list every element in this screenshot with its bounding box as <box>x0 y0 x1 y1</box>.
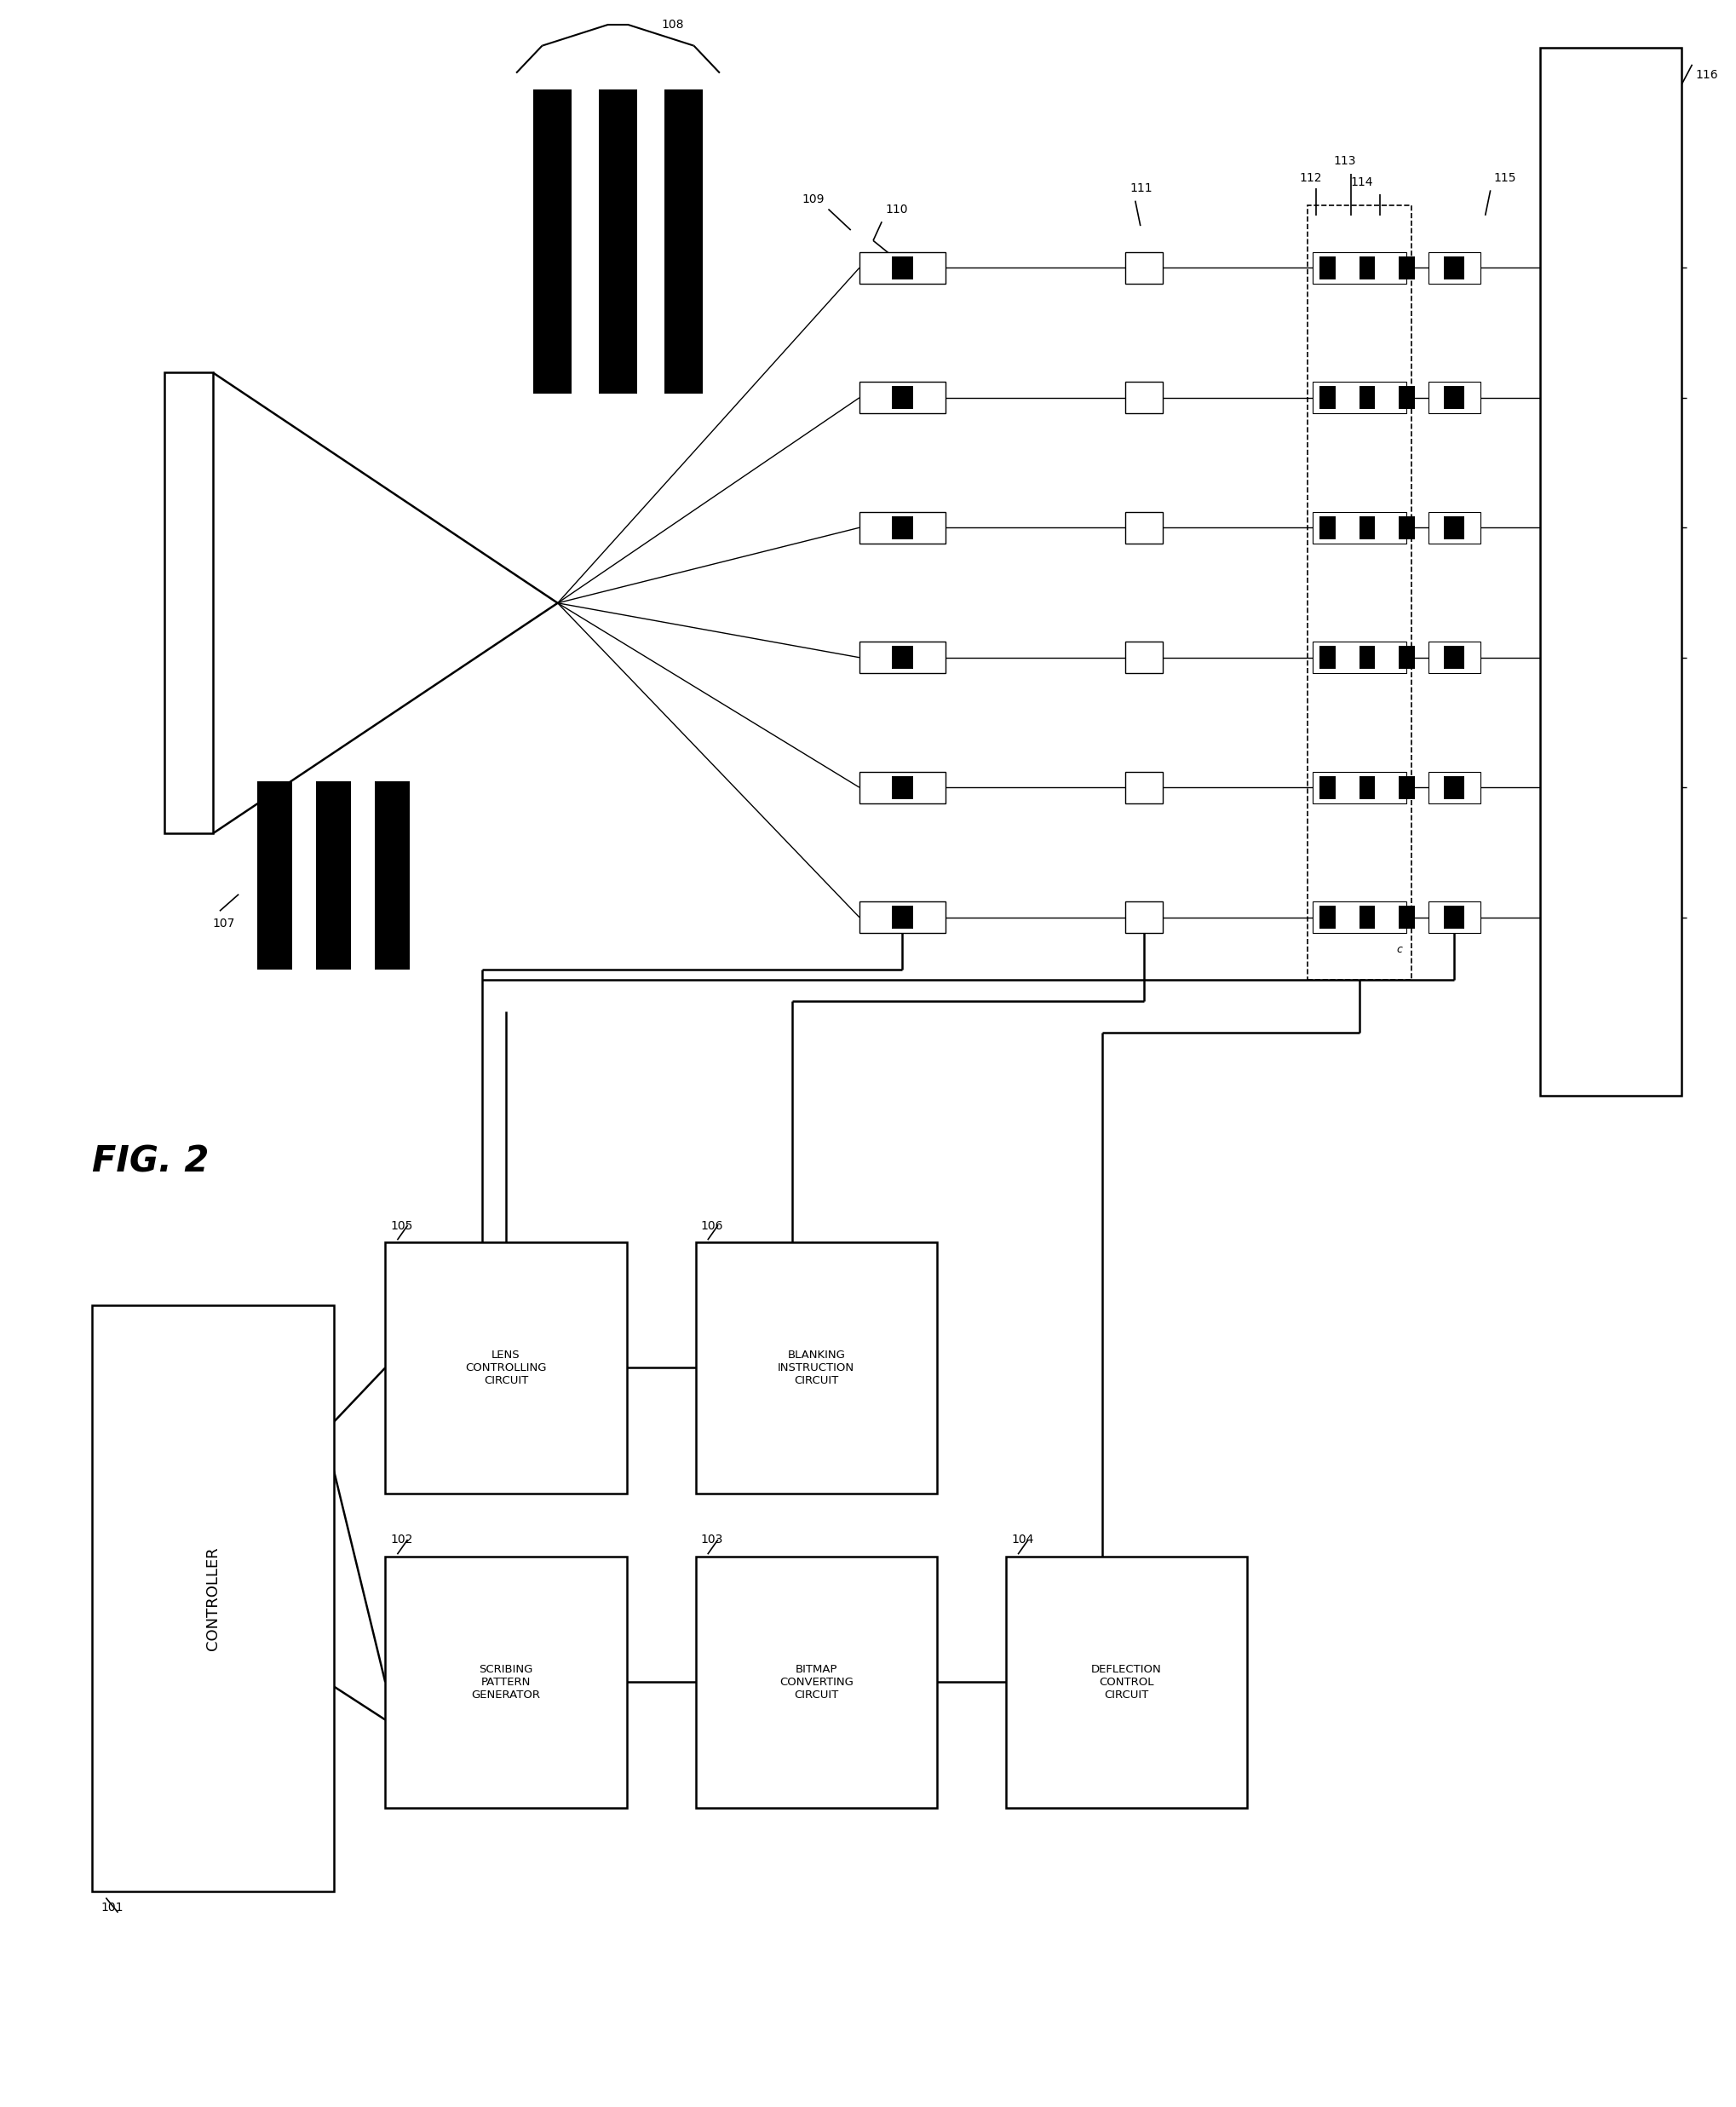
Bar <box>1359 775 1375 799</box>
Bar <box>1399 257 1415 280</box>
Bar <box>1319 386 1335 409</box>
Text: DEFLECTION
CONTROL
CIRCUIT: DEFLECTION CONTROL CIRCUIT <box>1092 1665 1161 1700</box>
Bar <box>385 1241 627 1494</box>
Bar <box>1429 253 1481 284</box>
Bar <box>859 771 946 803</box>
Bar <box>1125 381 1163 413</box>
Bar <box>859 902 946 933</box>
Text: BITMAP
CONVERTING
CIRCUIT: BITMAP CONVERTING CIRCUIT <box>779 1665 854 1700</box>
Text: SCRIBING
PATTERN
GENERATOR: SCRIBING PATTERN GENERATOR <box>472 1665 540 1700</box>
Text: 114: 114 <box>1351 177 1373 188</box>
Bar <box>859 512 946 544</box>
Bar <box>892 906 913 929</box>
Bar <box>892 386 913 409</box>
Bar <box>1399 516 1415 539</box>
Bar <box>1444 516 1465 539</box>
Bar <box>1125 253 1163 284</box>
Bar <box>1359 516 1375 539</box>
Text: 102: 102 <box>391 1534 413 1547</box>
Bar <box>1125 643 1163 674</box>
Text: 116: 116 <box>1696 70 1719 80</box>
Text: LENS
CONTROLLING
CIRCUIT: LENS CONTROLLING CIRCUIT <box>465 1348 547 1386</box>
Bar <box>1444 775 1465 799</box>
Bar <box>257 782 292 969</box>
Bar <box>1307 204 1411 980</box>
Bar <box>165 373 214 834</box>
Bar <box>1359 257 1375 280</box>
Bar <box>1429 902 1481 933</box>
Bar <box>696 1557 937 1808</box>
Bar <box>1429 512 1481 544</box>
Bar <box>1444 647 1465 670</box>
Bar <box>385 1557 627 1808</box>
Bar <box>1429 643 1481 674</box>
Bar <box>1359 386 1375 409</box>
Bar <box>92 1304 333 1892</box>
Text: 103: 103 <box>701 1534 724 1547</box>
Bar <box>859 253 946 284</box>
Bar <box>1312 381 1406 413</box>
Bar <box>892 257 913 280</box>
Bar <box>1319 257 1335 280</box>
Bar <box>1429 771 1481 803</box>
Bar <box>1319 906 1335 929</box>
Bar <box>1125 512 1163 544</box>
Bar <box>1399 647 1415 670</box>
Bar <box>1312 771 1406 803</box>
Bar <box>316 782 351 969</box>
Bar <box>892 516 913 539</box>
Text: 108: 108 <box>661 19 684 32</box>
Bar <box>1399 386 1415 409</box>
Bar <box>599 91 637 394</box>
Text: 109: 109 <box>802 194 825 204</box>
Bar <box>533 91 571 394</box>
Text: 113: 113 <box>1333 156 1356 166</box>
Text: 104: 104 <box>1010 1534 1033 1547</box>
Bar <box>1319 516 1335 539</box>
Bar <box>1125 902 1163 933</box>
Bar <box>1444 386 1465 409</box>
Bar <box>1319 775 1335 799</box>
Bar <box>1359 906 1375 929</box>
Bar <box>859 381 946 413</box>
Bar <box>1429 381 1481 413</box>
Text: 110: 110 <box>885 204 908 215</box>
Bar <box>1540 48 1682 1096</box>
Bar <box>1319 647 1335 670</box>
Text: 111: 111 <box>1130 183 1153 194</box>
Bar <box>1312 902 1406 933</box>
Bar <box>1312 512 1406 544</box>
Bar <box>1312 253 1406 284</box>
Text: 101: 101 <box>101 1903 123 1913</box>
Text: 115: 115 <box>1495 173 1517 183</box>
Bar <box>665 91 703 394</box>
Bar <box>375 782 410 969</box>
Text: 106: 106 <box>701 1220 724 1233</box>
Bar <box>1444 906 1465 929</box>
Bar <box>892 775 913 799</box>
Text: 105: 105 <box>391 1220 413 1233</box>
Text: FIG. 2: FIG. 2 <box>92 1144 208 1180</box>
Bar <box>696 1241 937 1494</box>
Bar <box>859 643 946 674</box>
Text: 107: 107 <box>214 917 236 929</box>
Bar <box>1359 647 1375 670</box>
Text: CONTROLLER: CONTROLLER <box>205 1547 220 1650</box>
Bar <box>1399 906 1415 929</box>
Text: BLANKING
INSTRUCTION
CIRCUIT: BLANKING INSTRUCTION CIRCUIT <box>778 1348 854 1386</box>
Text: c: c <box>1397 944 1403 954</box>
Text: 112: 112 <box>1299 173 1321 183</box>
Bar <box>1399 775 1415 799</box>
Bar <box>1125 771 1163 803</box>
Bar <box>1444 257 1465 280</box>
Bar <box>892 647 913 670</box>
Bar <box>1312 643 1406 674</box>
Bar <box>1005 1557 1248 1808</box>
